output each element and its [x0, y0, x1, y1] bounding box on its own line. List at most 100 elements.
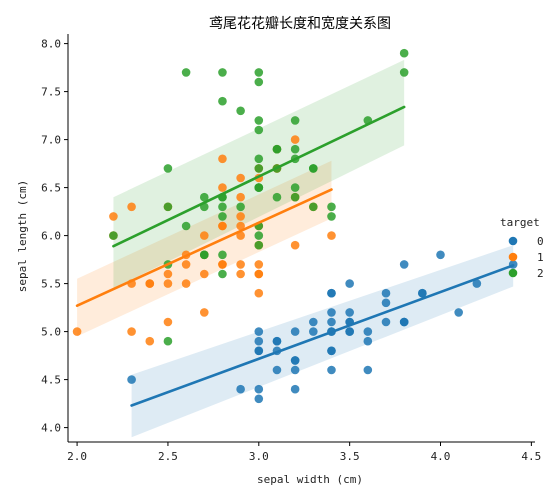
data-point-2 [290, 144, 300, 154]
legend-label-2: 2 [537, 267, 544, 280]
legend-marker-0 [508, 236, 518, 246]
data-point-1 [145, 336, 155, 346]
data-point-1 [72, 327, 82, 336]
data-point-1 [199, 308, 209, 317]
data-point-1 [199, 231, 209, 240]
data-point-2 [272, 192, 282, 202]
data-point-2 [254, 154, 264, 164]
data-point-0 [472, 279, 482, 288]
data-point-2 [181, 68, 191, 77]
data-point-2 [163, 336, 173, 346]
data-point-0 [290, 356, 300, 365]
data-point-2 [109, 231, 118, 240]
data-point-2 [199, 250, 209, 260]
data-point-2 [272, 144, 282, 154]
data-point-0 [399, 260, 409, 269]
data-point-2 [218, 212, 227, 221]
data-point-0 [272, 365, 282, 375]
data-point-2 [199, 192, 209, 202]
data-point-1 [254, 260, 264, 269]
data-point-1 [181, 260, 191, 269]
x-tick-label: 3.5 [340, 450, 360, 463]
data-point-2 [254, 240, 264, 250]
data-point-1 [254, 269, 264, 279]
data-point-2 [218, 202, 227, 212]
data-point-2 [327, 202, 336, 212]
regression-line-2 [112, 105, 406, 248]
data-point-0 [327, 365, 336, 375]
data-point-2 [218, 269, 227, 279]
y-tick-label: 4.5 [41, 374, 61, 387]
data-point-0 [309, 327, 318, 336]
data-point-0 [236, 384, 245, 394]
y-tick-label: 5.5 [41, 278, 61, 291]
data-point-1 [109, 212, 118, 221]
data-point-0 [345, 308, 354, 317]
data-point-0 [399, 317, 409, 327]
y-tick-label: 6.0 [41, 230, 61, 243]
data-point-0 [290, 384, 300, 394]
data-point-1 [236, 231, 245, 240]
data-point-1 [145, 279, 155, 288]
data-point-0 [327, 308, 336, 317]
data-point-1 [290, 135, 300, 144]
x-tick-label: 3.0 [249, 450, 269, 463]
data-point-2 [290, 116, 300, 125]
y-tick-label: 8.0 [41, 38, 61, 51]
data-point-2 [163, 202, 173, 212]
data-point-1 [218, 260, 227, 269]
data-point-1 [236, 260, 245, 269]
x-tick-label: 4.0 [431, 450, 451, 463]
chart-title: 鸢尾花花瓣长度和宽度关系图 [209, 15, 391, 32]
data-point-0 [381, 288, 391, 298]
data-point-0 [254, 384, 264, 394]
data-point-2 [309, 202, 318, 212]
data-point-2 [254, 231, 264, 240]
y-axis-label: sepal length (cm) [16, 180, 29, 293]
data-point-1 [236, 173, 245, 183]
x-tick-label: 2.0 [67, 450, 87, 463]
data-point-0 [254, 394, 264, 404]
regression-line-0 [130, 264, 515, 407]
data-point-0 [290, 365, 300, 375]
data-point-2 [254, 77, 264, 87]
data-point-2 [163, 164, 173, 173]
legend-title: target [500, 216, 540, 229]
data-point-0 [327, 288, 336, 298]
y-tick-label: 7.5 [41, 86, 61, 99]
data-point-2 [327, 212, 336, 221]
data-point-1 [199, 269, 209, 279]
data-point-1 [163, 317, 173, 327]
data-point-2 [399, 68, 409, 77]
legend: target 0 1 2 [500, 216, 544, 280]
data-point-1 [236, 212, 245, 221]
ci-band-0 [131, 245, 514, 438]
data-point-0 [254, 327, 264, 336]
data-point-0 [290, 327, 300, 336]
data-point-2 [290, 192, 300, 202]
plot-area [72, 48, 518, 438]
data-point-0 [418, 288, 427, 298]
data-point-2 [254, 164, 264, 173]
data-point-2 [254, 116, 264, 125]
data-point-1 [254, 288, 264, 298]
data-point-1 [218, 221, 227, 231]
data-point-0 [381, 317, 391, 327]
data-point-1 [290, 240, 300, 250]
data-point-0 [381, 298, 391, 308]
data-point-2 [218, 68, 227, 77]
data-point-0 [254, 336, 264, 346]
data-point-0 [127, 375, 136, 384]
data-point-1 [327, 231, 336, 240]
data-point-2 [309, 164, 318, 173]
y-tick-label: 7.0 [41, 134, 61, 147]
data-point-2 [218, 96, 227, 106]
x-axis-label: sepal width (cm) [257, 473, 363, 486]
data-point-0 [327, 317, 336, 327]
data-point-0 [363, 365, 373, 375]
axes: 2.0 2.5 3.0 3.5 4.0 4.5 4.0 4.5 5.0 5.5 6.0 6.5 7.0 7… [41, 34, 541, 463]
data-point-1 [236, 192, 245, 202]
data-point-2 [290, 183, 300, 192]
legend-marker-1 [508, 252, 518, 262]
